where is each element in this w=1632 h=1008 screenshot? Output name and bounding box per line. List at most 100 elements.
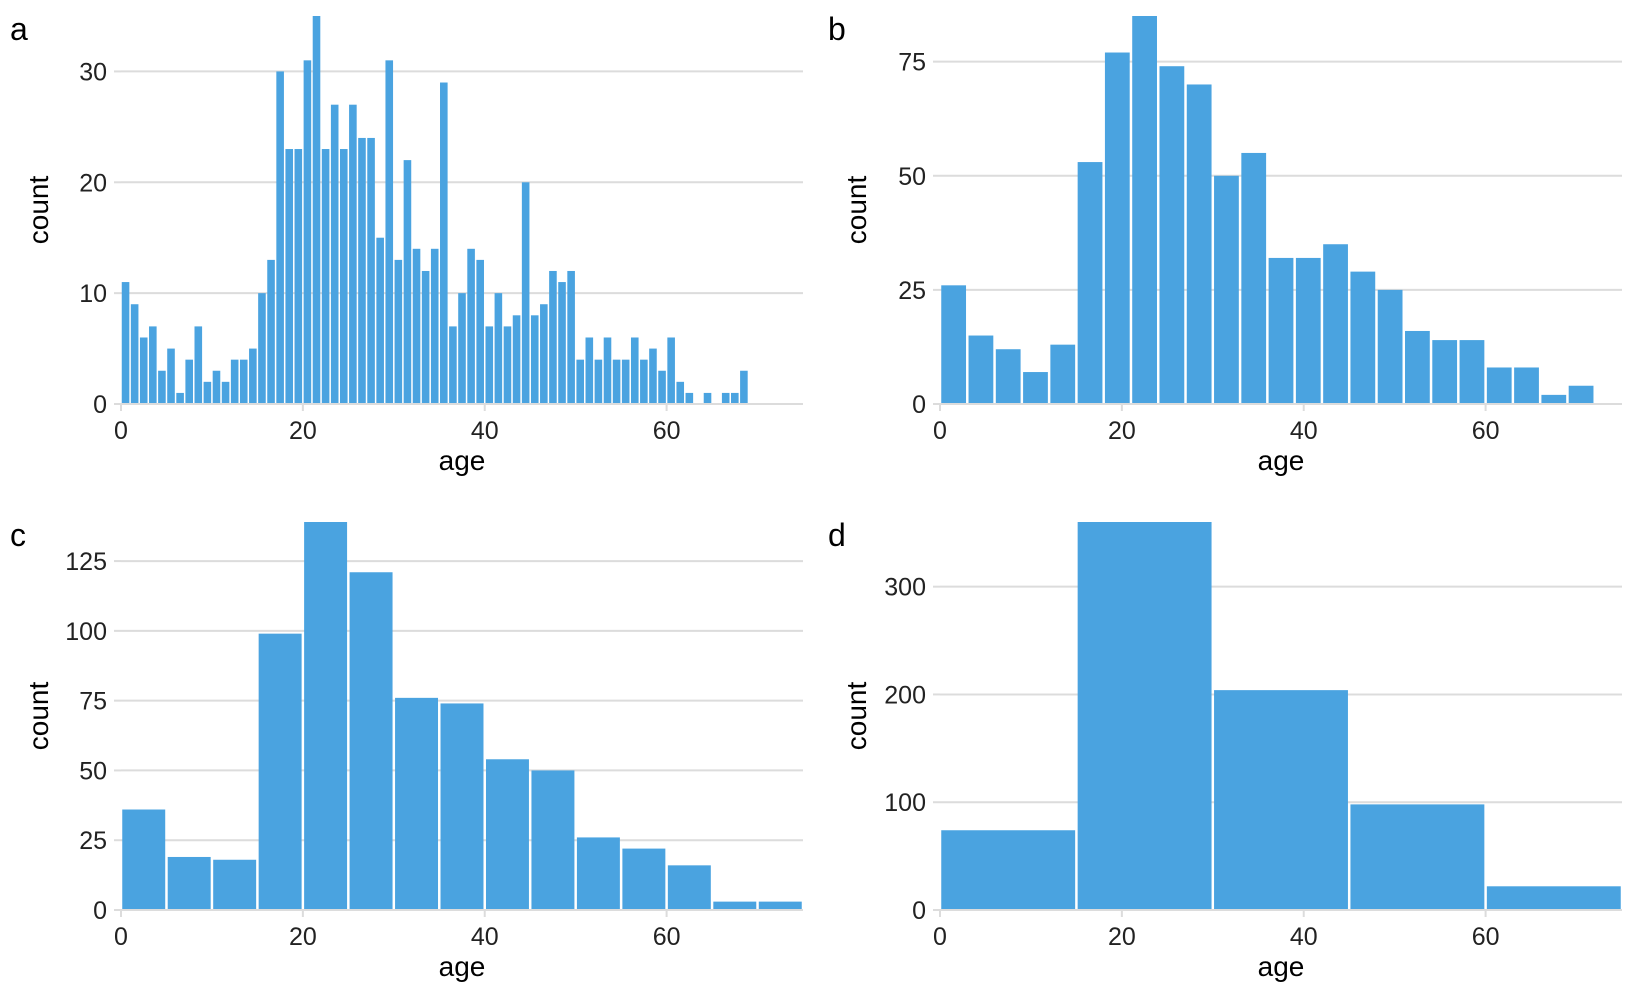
histogram-bar [1432,340,1458,404]
panel-label: b [828,11,846,47]
histogram-bar [249,348,257,404]
histogram-bar [212,370,221,404]
x-tick-label: 60 [1472,417,1500,445]
histogram-bar [667,865,711,910]
histogram-bar [1104,52,1130,405]
x-tick-label: 40 [471,923,499,951]
histogram-bar [530,315,539,404]
histogram-bar [1214,690,1348,910]
histogram-bar [203,381,212,404]
histogram-bar [567,270,575,404]
x-tick-label: 40 [471,417,499,445]
y-axis-title: count [23,682,54,751]
histogram-bar [349,572,393,910]
histogram-bar [1377,289,1403,404]
histogram-bar [139,337,148,404]
histogram-bar [758,901,802,910]
histogram-bar [485,759,529,910]
y-tick-label: 0 [93,897,107,925]
histogram-bar [376,237,384,404]
histogram-bar [521,182,530,404]
histogram-bar [1132,16,1157,404]
histogram-bar [176,392,184,404]
histogram-bar [540,304,548,404]
y-tick-label: 300 [884,574,926,602]
x-tick-label: 20 [289,923,317,951]
histogram-bar [185,359,193,404]
histogram-bar [130,304,139,404]
histogram-bar [149,326,157,404]
histogram-bar [167,348,175,404]
x-tick-label: 0 [114,923,128,951]
x-axis-title: age [439,445,486,476]
y-tick-label: 200 [884,681,926,709]
y-tick-label: 10 [79,280,107,308]
histogram-bar [385,60,394,404]
histogram-bar [621,359,630,404]
histogram-bar [612,359,621,404]
histogram-bar [995,349,1021,404]
histogram-bar [194,326,203,404]
y-tick-label: 20 [79,169,107,197]
histogram-bar [394,259,403,404]
histogram-bar [458,293,466,404]
histogram-bar [740,370,748,404]
x-tick-label: 60 [653,417,681,445]
histogram-bar [358,137,366,404]
y-tick-label: 125 [65,548,107,576]
panel-a: 0 20 40 60 0 10 20 30 age count a [10,11,803,476]
histogram-bar [285,149,294,404]
histogram-bar [230,359,239,404]
histogram-bar [421,270,430,404]
histogram-bar [158,370,166,404]
histogram-bar [1159,66,1185,404]
histogram-bar [667,337,675,404]
histogram-bar [395,697,439,910]
histogram-bar [1241,152,1267,404]
x-tick-label: 60 [1472,923,1500,951]
histogram-bar [440,703,484,910]
histogram-bar [622,848,666,910]
histogram-bar [258,633,302,910]
histogram-bar [1568,385,1594,404]
histogram-bar [167,856,211,910]
histogram-bar [1405,330,1430,404]
histogram-bar [294,149,303,404]
histogram-bar [1268,257,1294,404]
histogram-bar [1214,175,1239,404]
histogram-bar [503,326,512,404]
histogram-bar [430,248,439,404]
x-axis-title: age [439,951,486,982]
histogram-bar [476,259,484,404]
histogram-bar [630,337,639,404]
x-tick-label: 20 [289,417,317,445]
histogram-bar [713,901,757,910]
panel-c: 0 20 40 60 0 25 50 75 100 125 age count c [10,517,803,982]
histogram-bar [449,326,457,404]
x-tick-label: 40 [1290,923,1318,951]
histogram-bar [1186,84,1212,405]
y-tick-label: 75 [79,688,107,716]
x-tick-label: 20 [1108,417,1136,445]
histogram-bar [941,830,1076,910]
y-axis-title: count [23,176,54,245]
x-tick-label: 40 [1290,417,1318,445]
y-tick-label: 100 [884,789,926,817]
x-tick-label: 0 [933,417,947,445]
histogram-bar [485,326,494,404]
histogram-bar [121,282,130,404]
histogram-bar [941,285,967,404]
histogram-bar [703,392,712,404]
panel-label: d [828,517,846,553]
histogram-bar [1295,257,1321,404]
y-tick-label: 30 [79,58,107,86]
histogram-bar [968,335,994,404]
histogram-bar [330,104,339,404]
y-tick-label: 50 [79,757,107,785]
histogram-bar [1323,244,1348,404]
x-axis-title: age [1258,951,1305,982]
y-tick-label: 75 [898,49,926,77]
histogram-bar [440,82,448,404]
x-tick-label: 20 [1108,923,1136,951]
